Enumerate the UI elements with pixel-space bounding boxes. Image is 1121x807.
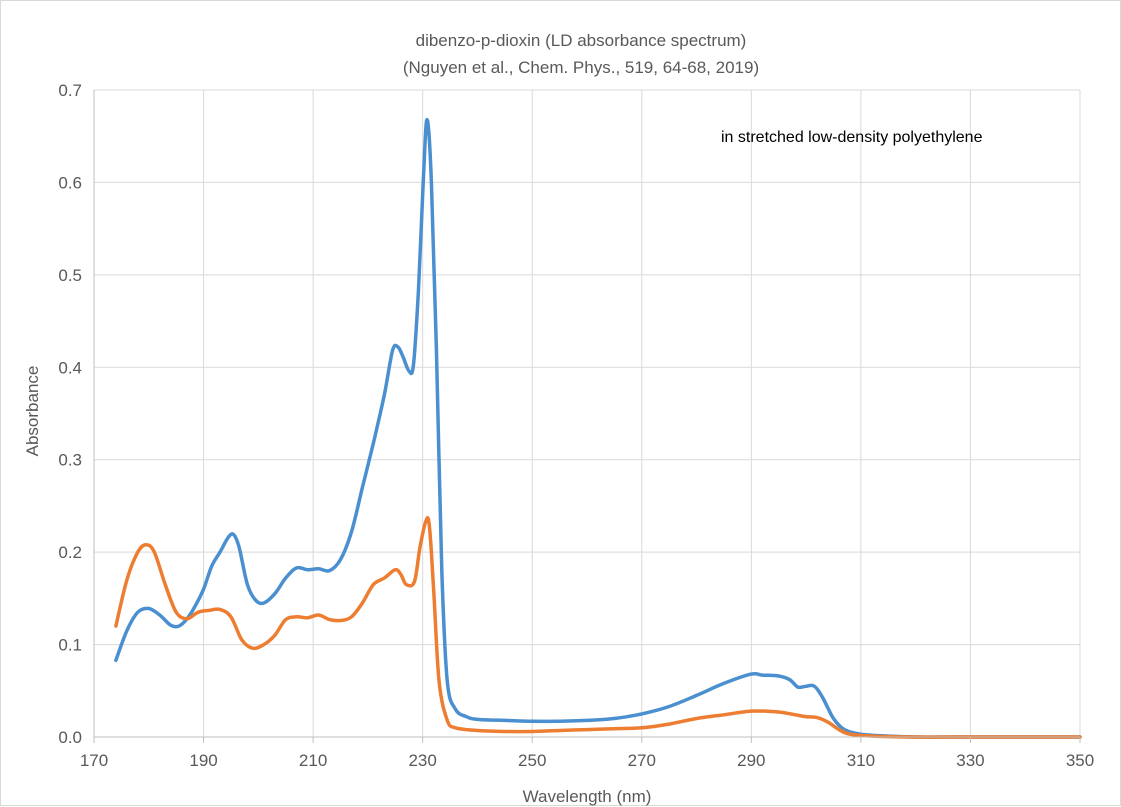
x-tick-label: 190 — [189, 751, 217, 770]
y-tick-label: 0.2 — [58, 543, 82, 562]
x-tick-label: 330 — [956, 751, 984, 770]
grid-lines — [94, 89, 1081, 737]
y-tick-label: 0.3 — [58, 451, 82, 470]
x-axis-title: Wavelength (nm) — [523, 787, 652, 806]
y-tick-label: 0.6 — [58, 173, 82, 192]
series-line-orange — [114, 516, 1082, 739]
chart-subtitle: (Nguyen et al., Chem. Phys., 519, 64-68,… — [403, 58, 759, 77]
y-axis-title: Absorbance — [23, 366, 42, 457]
chart-title: dibenzo-p-dioxin (LD absorbance spectrum… — [416, 31, 747, 50]
axes: 170 190 210 230 250 270 290 310 330 350 0.0 0.1 0.2 0… — [58, 81, 1094, 770]
y-tick-label: 0.1 — [58, 636, 82, 655]
x-tick-label: 350 — [1066, 751, 1094, 770]
x-tick-label: 290 — [737, 751, 765, 770]
x-tick-label: 310 — [847, 751, 875, 770]
y-tick-label: 0.4 — [58, 358, 82, 377]
x-tick-label: 230 — [408, 751, 436, 770]
series-line-blue — [114, 117, 1082, 739]
y-tick-label: 0.0 — [58, 728, 82, 747]
y-tick-label: 0.7 — [58, 81, 82, 100]
y-tick-label: 0.5 — [58, 266, 82, 285]
x-tick-label: 170 — [80, 751, 108, 770]
series-group — [114, 117, 1082, 739]
x-tick-label: 250 — [518, 751, 546, 770]
x-tick-label: 210 — [299, 751, 327, 770]
x-tick-label: 270 — [628, 751, 656, 770]
chart-annotation: in stretched low-density polyethylene — [721, 129, 983, 146]
